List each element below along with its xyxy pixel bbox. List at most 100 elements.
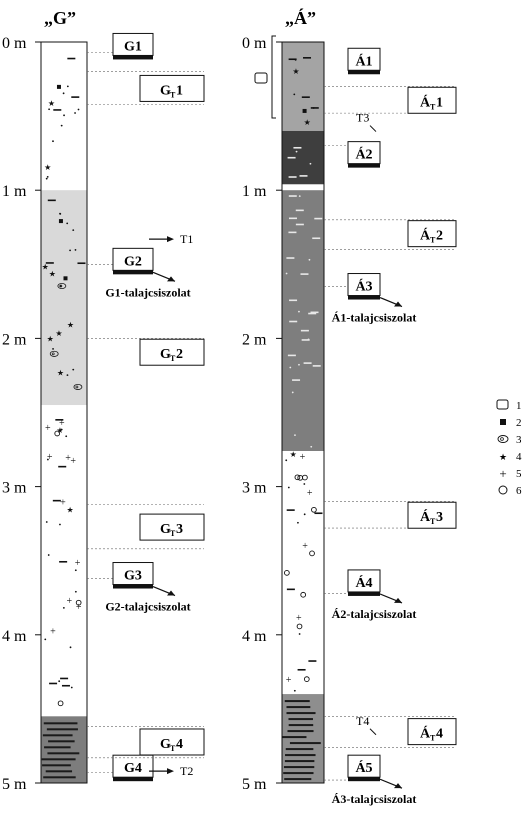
depth-label: 5 m xyxy=(242,776,267,793)
dash-mark xyxy=(300,329,309,332)
square-mark xyxy=(63,276,68,281)
dash-mark xyxy=(289,299,298,302)
column-title: „Á” xyxy=(285,7,316,28)
plus-icon: + xyxy=(499,466,506,481)
band-mark xyxy=(285,754,316,757)
dot-mark xyxy=(298,195,301,198)
snail-icon-core xyxy=(500,437,504,441)
dot-mark xyxy=(74,112,76,114)
soil-layer: ++★++ ★++++++ xyxy=(41,405,87,717)
square-icon xyxy=(500,419,506,425)
dash-mark xyxy=(299,175,308,177)
dot-mark xyxy=(291,391,294,394)
band-mark xyxy=(285,748,314,751)
sample-label: G4 xyxy=(124,761,142,776)
dash-mark xyxy=(288,176,297,178)
rect-symbol-icon xyxy=(496,399,509,410)
dot-mark xyxy=(293,93,296,96)
t-text: T3 xyxy=(356,111,369,125)
dot-mark xyxy=(309,162,312,165)
dot-mark xyxy=(66,222,69,225)
dash-mark xyxy=(47,199,56,202)
dot-mark xyxy=(298,363,300,366)
t-arrow xyxy=(369,125,377,132)
tsample-main: G xyxy=(160,737,171,752)
soil-layer: ★★★★★★ xyxy=(41,190,87,406)
depth-label: 2 m xyxy=(242,331,267,348)
sample-bar xyxy=(113,270,153,275)
depth-label: 3 m xyxy=(242,480,267,497)
tsample-num: 1 xyxy=(176,83,183,98)
dash-mark xyxy=(303,362,312,364)
soil-layer: ★★ xyxy=(41,42,87,191)
arrow-head xyxy=(167,590,175,596)
dash-mark xyxy=(295,223,304,226)
dot-mark xyxy=(298,310,300,313)
tsample-box xyxy=(407,86,457,114)
plus-mark: + xyxy=(75,558,81,569)
dot-mark xyxy=(62,92,65,95)
column-outline xyxy=(281,41,325,784)
dash-mark xyxy=(303,57,312,59)
dot-mark xyxy=(303,513,306,516)
tsample-num: 1 xyxy=(436,95,443,110)
star-mark: ★ xyxy=(49,270,56,279)
square-mark xyxy=(56,84,61,89)
band-mark xyxy=(47,752,80,755)
band-mark xyxy=(289,742,321,745)
layer-fill xyxy=(41,190,87,406)
circle-mark xyxy=(284,569,290,576)
legend-item: +5 xyxy=(499,466,522,481)
tsample-main: G xyxy=(160,83,171,98)
sample-label: Á4 xyxy=(355,574,372,591)
dot-mark xyxy=(69,249,71,252)
tsample-box xyxy=(139,74,205,102)
circle-mark xyxy=(311,506,317,513)
snail-mark xyxy=(49,350,59,357)
dot-mark xyxy=(62,606,65,609)
dash-mark xyxy=(308,312,317,315)
t-arrow-head xyxy=(167,768,174,775)
depth-label: 1 m xyxy=(242,183,267,200)
sample-bar xyxy=(348,163,380,168)
dash-mark xyxy=(59,560,68,563)
plus-mark: + xyxy=(302,541,308,552)
sample-marker: Á3 Á1-talajcsiszolat xyxy=(324,273,416,325)
dot-mark xyxy=(58,680,61,683)
band-mark xyxy=(43,722,78,725)
legend-number: 1 xyxy=(516,400,522,412)
band-mark xyxy=(48,740,75,743)
t-label: T3 xyxy=(356,111,377,132)
circle-mark xyxy=(75,599,82,606)
rect-symbol-mark xyxy=(254,72,268,84)
legend-number: 3 xyxy=(516,434,522,446)
sample-marker: G1 xyxy=(87,32,154,60)
arrow-head xyxy=(167,276,175,282)
star-mark: ★ xyxy=(67,506,74,515)
dot-mark xyxy=(289,366,292,369)
circle-mark xyxy=(57,700,64,707)
depth-label: 1 m xyxy=(2,183,27,200)
dot-mark xyxy=(46,175,49,178)
tsample-num: 2 xyxy=(436,229,443,244)
circle-mark xyxy=(309,550,315,557)
dot-mark xyxy=(295,150,298,153)
tsample-box xyxy=(407,718,457,746)
depth-label: 3 m xyxy=(2,480,27,497)
dot-mark xyxy=(74,249,77,251)
sample-label: Á5 xyxy=(355,759,372,776)
dot-mark xyxy=(48,108,51,111)
dash-mark xyxy=(287,156,296,159)
plus-mark: + xyxy=(59,418,65,429)
plus-mark: + xyxy=(45,423,51,434)
band-mark xyxy=(284,778,312,781)
dot-mark xyxy=(72,229,75,231)
circle-icon xyxy=(498,485,508,495)
dash-mark xyxy=(286,509,295,511)
tsample-main: Á xyxy=(420,227,431,244)
plus-mark: + xyxy=(67,596,73,607)
dot-mark xyxy=(308,258,311,261)
